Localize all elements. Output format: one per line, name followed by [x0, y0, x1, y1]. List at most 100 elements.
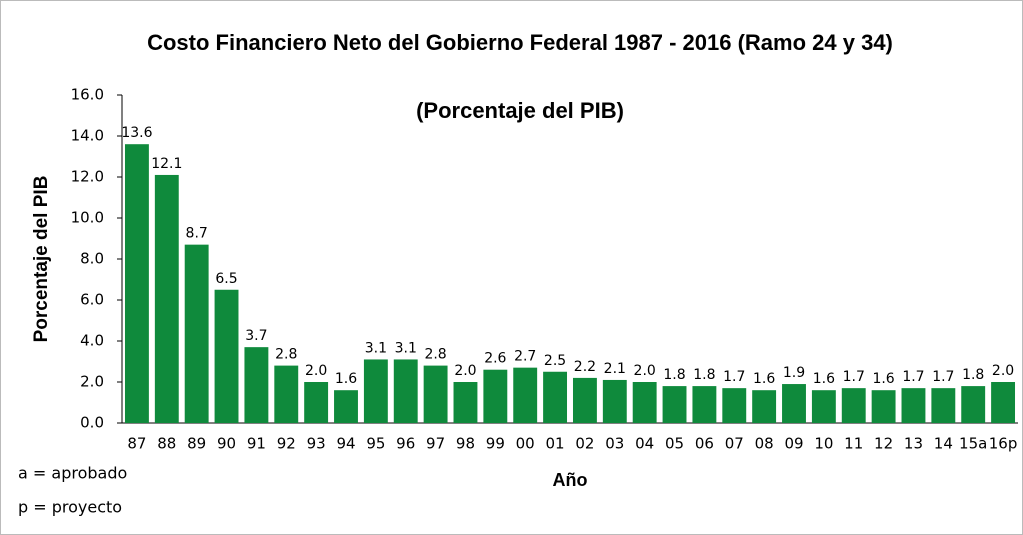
data-label: 1.7 [723, 369, 745, 385]
y-tick-label: 12.0 [71, 168, 104, 186]
bar [423, 365, 448, 423]
note: p = proyecto [18, 498, 122, 517]
bar [393, 359, 418, 423]
y-tick-label: 10.0 [71, 209, 104, 227]
data-label: 6.5 [215, 271, 237, 287]
x-tick-label: 93 [307, 435, 326, 453]
x-tick-label: 16p [989, 435, 1018, 453]
y-tick-label: 2.0 [80, 373, 104, 391]
data-label: 2.2 [574, 359, 596, 375]
data-label: 8.7 [186, 226, 208, 242]
data-label: 2.1 [604, 361, 626, 377]
x-tick-label: 91 [247, 435, 266, 453]
bar [334, 390, 358, 423]
bar [782, 384, 806, 423]
bar [513, 367, 538, 423]
bar [124, 144, 149, 423]
data-label: 2.7 [514, 349, 536, 365]
y-tick-label: 8.0 [80, 250, 104, 268]
y-tick-label: 4.0 [80, 332, 104, 350]
data-label: 3.1 [365, 340, 387, 356]
y-axis-label: Porcentaje del PIB [31, 176, 52, 343]
x-tick-label: 89 [187, 435, 206, 453]
y-tick-label: 6.0 [80, 291, 104, 309]
x-tick-label: 88 [157, 435, 176, 453]
bar [871, 390, 896, 423]
x-tick-label: 92 [277, 435, 296, 453]
x-tick-label: 08 [755, 435, 774, 453]
data-label: 1.6 [872, 371, 894, 387]
x-tick-label: 03 [605, 435, 624, 453]
data-label: 1.6 [753, 371, 775, 387]
y-tick-label: 14.0 [71, 127, 104, 145]
bar [662, 386, 687, 423]
bar [991, 382, 1016, 423]
data-label: 2.0 [634, 363, 656, 379]
x-tick-label: 90 [217, 435, 236, 453]
x-tick-label: 14 [934, 435, 953, 453]
data-label: 1.7 [932, 369, 954, 385]
x-tick-label: 06 [695, 435, 714, 453]
bar [692, 386, 717, 423]
data-label: 2.0 [305, 363, 327, 379]
bar [543, 371, 568, 423]
x-tick-label: 11 [844, 435, 863, 453]
bar [901, 388, 926, 423]
bar [154, 174, 179, 423]
x-tick-label: 12 [874, 435, 893, 453]
bar [752, 390, 777, 423]
x-tick-label: 09 [784, 435, 803, 453]
x-tick-label: 05 [665, 435, 684, 453]
x-tick-label: 01 [546, 435, 565, 453]
note: a = aprobado [18, 464, 127, 483]
data-label: 2.0 [454, 363, 476, 379]
x-tick-label: 04 [635, 435, 654, 453]
x-tick-label: 10 [814, 435, 833, 453]
data-label: 1.8 [962, 367, 984, 383]
bar [274, 365, 299, 423]
bar [453, 382, 478, 423]
data-label: 3.7 [245, 328, 267, 344]
bar [572, 377, 597, 423]
bar [632, 382, 657, 423]
bar [214, 289, 239, 423]
x-axis-label: Año [553, 470, 588, 490]
x-tick-label: 02 [575, 435, 594, 453]
data-label: 2.8 [275, 347, 297, 363]
data-label: 1.9 [783, 365, 805, 381]
bar [811, 390, 836, 423]
bar [244, 347, 269, 423]
bar [184, 244, 209, 423]
x-tick-label: 00 [516, 435, 535, 453]
data-label: 2.5 [544, 353, 566, 369]
x-tick-label: 15a [959, 435, 987, 453]
y-tick-label: 16.0 [71, 86, 104, 104]
bar [961, 386, 986, 423]
data-label: 1.7 [843, 369, 865, 385]
x-tick-label: 94 [336, 435, 355, 453]
bar [841, 388, 866, 423]
bar [483, 369, 508, 423]
data-label: 1.6 [335, 371, 357, 387]
data-label: 1.7 [902, 369, 924, 385]
x-tick-label: 96 [396, 435, 415, 453]
data-label: 13.6 [121, 125, 152, 141]
data-label: 3.1 [395, 340, 417, 356]
bar [602, 379, 627, 423]
x-tick-label: 95 [366, 435, 385, 453]
data-label: 2.6 [484, 351, 506, 367]
data-label: 1.6 [813, 371, 835, 387]
x-tick-label: 07 [725, 435, 744, 453]
data-label: 1.8 [663, 367, 685, 383]
chart-subtitle: (Porcentaje del PIB) [416, 98, 624, 123]
x-tick-label: 99 [486, 435, 505, 453]
bar [722, 388, 747, 423]
x-tick-label: 87 [127, 435, 146, 453]
data-label: 2.0 [992, 363, 1014, 379]
x-tick-label: 97 [426, 435, 445, 453]
bar [931, 388, 956, 423]
data-label: 1.8 [693, 367, 715, 383]
